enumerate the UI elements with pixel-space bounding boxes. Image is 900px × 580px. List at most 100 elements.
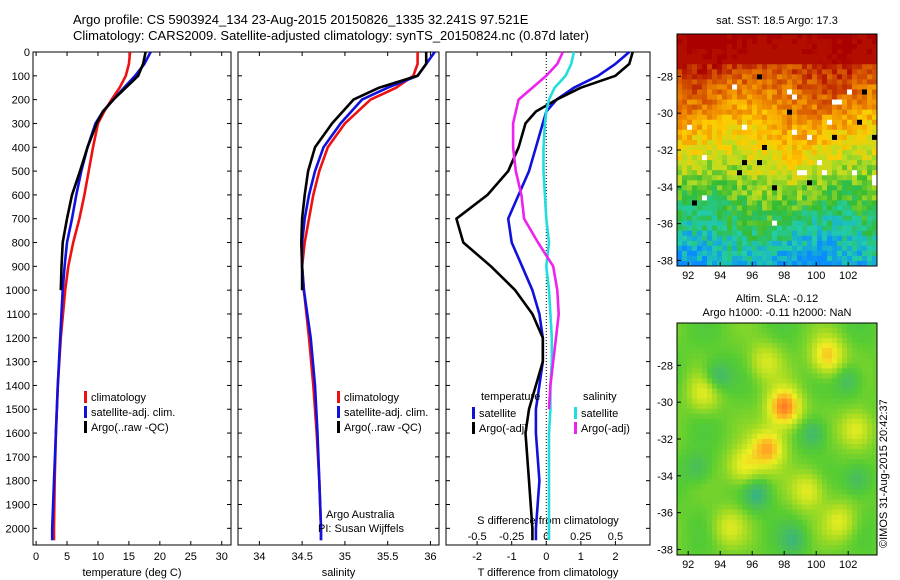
sla-cell — [707, 469, 713, 475]
sst-cell — [837, 94, 843, 100]
sla-cell — [827, 398, 833, 405]
sst-cell — [772, 99, 778, 106]
sla-cell — [852, 433, 858, 440]
sla-cell — [772, 383, 778, 389]
sla-cell — [772, 398, 778, 405]
sla-cell — [742, 459, 748, 465]
sst-cell — [697, 34, 703, 40]
sst-cell — [697, 94, 703, 100]
sla-cell — [767, 408, 773, 415]
sla-cell — [807, 433, 813, 440]
sla-cell — [762, 529, 768, 536]
sla-cell — [752, 348, 758, 354]
sla-cell — [757, 504, 763, 511]
sst-cell — [812, 59, 818, 65]
sla-cell — [702, 549, 708, 556]
sst-cell — [857, 99, 863, 106]
sla-cell — [787, 449, 793, 455]
sst-cell — [767, 39, 773, 45]
sla-cell — [872, 343, 878, 349]
sst-cell — [757, 114, 763, 121]
sst-cell — [832, 94, 838, 100]
sla-cell — [742, 343, 748, 349]
sst-cell — [807, 225, 813, 232]
sst-cell — [697, 240, 703, 247]
sst-cell — [702, 160, 708, 166]
sla-cell — [722, 519, 728, 526]
sst-cell — [802, 74, 808, 80]
sst-cell — [827, 230, 833, 237]
sla-cell — [802, 368, 808, 374]
sla-cell — [727, 474, 733, 480]
sst-cell — [792, 99, 798, 106]
sst-cell — [682, 74, 688, 80]
sst-cell — [797, 119, 803, 126]
sst-cell — [762, 160, 768, 166]
sst-cell — [702, 155, 708, 161]
sst-cell — [792, 69, 798, 75]
sla-cell — [802, 398, 808, 405]
map-y-tick-label: -34 — [657, 471, 673, 483]
sla-cell — [677, 454, 683, 460]
sst-cell — [752, 195, 758, 201]
sst-cell — [867, 255, 873, 262]
sst-cell — [792, 119, 798, 126]
sla-cell — [712, 449, 718, 455]
sla-cell — [732, 469, 738, 475]
sla-cell — [872, 484, 878, 490]
sst-cell — [752, 39, 758, 45]
sla-cell — [817, 539, 823, 546]
sla-cell — [717, 534, 723, 541]
sst-cell — [857, 195, 863, 201]
sst-cell — [772, 170, 778, 176]
sst-cell — [732, 64, 738, 70]
sla-cell — [772, 484, 778, 490]
sla-cell — [827, 459, 833, 465]
sla-cell — [802, 433, 808, 440]
sla-cell — [837, 428, 843, 435]
sst-cell — [727, 190, 733, 196]
sst-cell — [697, 59, 703, 65]
sst-cell — [727, 170, 733, 176]
sst-cell — [682, 170, 688, 176]
sla-cell — [702, 469, 708, 475]
sst-cell — [677, 114, 683, 121]
sla-cell — [727, 459, 733, 465]
sla-cell — [777, 534, 783, 541]
sla-cell — [762, 328, 768, 334]
sla-cell — [847, 403, 853, 410]
sst-cell — [762, 69, 768, 75]
sst-cell — [857, 109, 863, 116]
sla-cell — [767, 428, 773, 435]
sst-cell — [702, 220, 708, 227]
sst-cell — [837, 150, 843, 156]
sla-cell — [677, 373, 683, 379]
sst-cell — [812, 49, 818, 55]
sst-cell — [802, 250, 808, 257]
sla-cell — [697, 454, 703, 460]
depth-tick-label: 700 — [12, 214, 30, 226]
sst-cell — [707, 220, 713, 227]
sst-cell — [727, 104, 733, 111]
sst-cell — [697, 175, 703, 181]
sst-cell — [797, 124, 803, 131]
sla-cell — [852, 333, 858, 339]
sla-cell — [837, 333, 843, 339]
sla-cell — [817, 333, 823, 339]
sst-cell — [707, 260, 713, 267]
sla-cell — [762, 489, 768, 495]
sla-cell — [737, 398, 743, 405]
sst-cell — [692, 104, 698, 111]
sla-cell — [787, 439, 793, 445]
sst-cell — [762, 210, 768, 216]
sst-cell — [692, 150, 698, 156]
sla-cell — [717, 358, 723, 364]
sst-cell — [752, 54, 758, 60]
sst-cell — [707, 89, 713, 95]
sla-cell — [817, 499, 823, 505]
sst-cell — [827, 99, 833, 106]
sst-cell — [677, 74, 683, 80]
sst-cell — [717, 79, 723, 85]
sla-cell — [737, 484, 743, 490]
sst-cell — [847, 195, 853, 201]
